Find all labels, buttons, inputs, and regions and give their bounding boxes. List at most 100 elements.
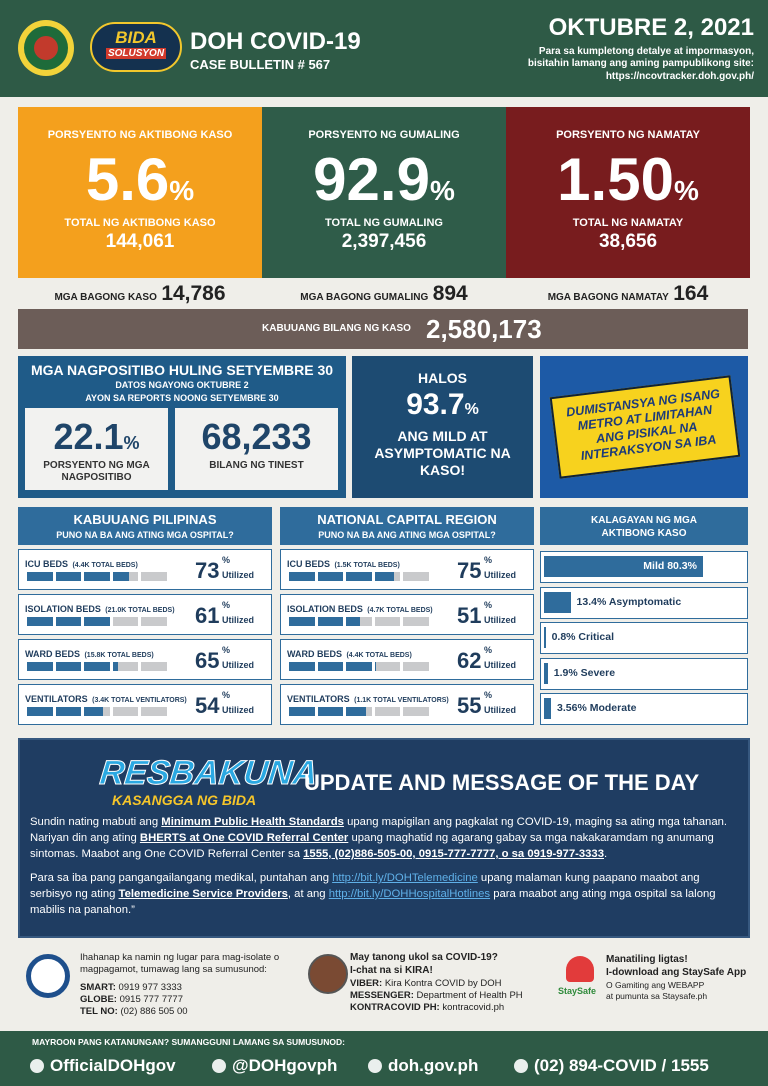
row-label: VENTILATORS	[25, 694, 88, 704]
distancing-banner: DUMISTANSYA NG ISANG METRO AT LIMITAHAN …	[540, 356, 748, 498]
mild-panel: HALOS 93.7% ANG MILD AT ASYMPTOMATIC NA KA…	[352, 356, 533, 498]
row-suffix: Utilized	[222, 615, 255, 625]
bar-fill	[289, 707, 315, 716]
banner-box: DUMISTANSYA NG ISANG METRO AT LIMITAHAN …	[549, 375, 741, 479]
hotline-line: GLOBE: 0915 777 7777	[80, 994, 183, 1005]
bar-track	[403, 707, 429, 716]
bar-track	[374, 707, 401, 716]
status-bar	[544, 698, 552, 719]
isolation-text: Ihahanap ka namin ng lugar para mag-isol…	[80, 952, 280, 975]
new-count-value: 14,786	[161, 282, 226, 305]
utilization-bar	[27, 617, 112, 626]
row-label: ISOLATION BEDS	[25, 604, 101, 614]
staysafe-line: at pumunta sa Staysafe.ph	[606, 991, 708, 1001]
message-logo: RESBAKUNA	[98, 754, 320, 793]
message-text: Telemedicine Service Providers	[118, 888, 288, 900]
kira-value: kontracovid.ph	[442, 1002, 505, 1013]
bar-fill	[112, 572, 130, 581]
status-label: 3.56% Moderate	[557, 702, 637, 714]
message-text: 1555, (02)886-505-00, 0915-777-7777, o s…	[303, 848, 604, 860]
hotline-value: (02) 886 505 00	[120, 1006, 188, 1017]
stat-total: 144,061	[105, 231, 175, 252]
message-link: http://bit.ly/DOHHospitalHotlines	[328, 888, 491, 900]
utilization-bar	[27, 707, 103, 716]
bar-fill	[55, 572, 82, 581]
new-count: MGA BAGONG GUMALING 894	[262, 282, 506, 306]
new-count-label: MGA BAGONG KASO	[54, 292, 157, 303]
bar-fill	[346, 707, 366, 716]
bar-track	[403, 662, 429, 671]
hospital-subtitle: PUNO NA BA ANG ATING MGA OSPITAL?	[56, 530, 234, 540]
mild-text: ANG MILD AT ASYMPTOMATIC NA KASO!	[374, 428, 511, 478]
message-logo-sub: KASANGGA NG BIDA	[112, 792, 257, 808]
row-label: VENTILATORS	[287, 694, 350, 704]
row-value: 62	[457, 648, 482, 673]
stat-card: PORSYENTO NG AKTIBONG KASO 5.6% TOTAL NG A…	[18, 107, 262, 278]
date: OKTUBRE 2, 2021	[548, 14, 754, 41]
stat-unit: %	[169, 175, 195, 206]
footer-icon	[30, 1059, 44, 1073]
status-row: 3.56% Moderate	[540, 693, 748, 725]
hospital-header: NATIONAL CAPITAL REGION PUNO NA BA ANG AT…	[280, 507, 534, 545]
footer-label: MAYROON PANG KATANUNGAN? SUMANGGUNI LAMA…	[32, 1037, 345, 1047]
hospital-header: KABUUANG PILIPINAS PUNO NA BA ANG ATING M…	[18, 507, 272, 545]
hospital-panel: KABUUANG PILIPINAS PUNO NA BA ANG ATING M…	[18, 507, 272, 728]
status-bar	[544, 591, 571, 613]
status-label: 13.4% Asymptomatic	[576, 595, 682, 608]
bar-fill	[84, 617, 110, 626]
row-label-line: ISOLATION BEDS (4.7K TOTAL BEDS)	[287, 599, 433, 617]
message-text: , at ang	[287, 888, 329, 900]
stat-value: 1.50	[557, 146, 674, 213]
kira-label: VIBER:	[350, 978, 383, 989]
hospital-row: VENTILATORS (3.4K TOTAL VENTILATORS) 54% U…	[18, 684, 272, 725]
hospital-row: ISOLATION BEDS (21.0K TOTAL BEDS) 61% Util…	[18, 594, 272, 635]
new-count: MGA BAGONG KASO 14,786	[18, 282, 262, 306]
row-unit: %	[222, 555, 231, 565]
bar-fill	[27, 662, 53, 671]
row-label: WARD BEDS	[287, 649, 343, 659]
message-paragraph: Para sa iba pang pangangailangang medika…	[30, 870, 738, 918]
hospital-row: WARD BEDS (4.4K TOTAL BEDS) 62% Utilized	[280, 639, 534, 680]
kira-label: KONTRACOVID PH:	[350, 1002, 440, 1013]
stat-total: 2,397,456	[341, 231, 427, 252]
footer-icon	[368, 1059, 382, 1073]
kira-line: KONTRACOVID PH: kontracovid.ph	[350, 1002, 504, 1013]
bar-fill	[27, 707, 53, 716]
bar-track	[141, 617, 167, 626]
message-text: Minimum Public Health Standards	[161, 816, 344, 828]
row-unit: %	[222, 600, 231, 610]
stat-label: PORSYENTO NG GUMALING	[308, 129, 460, 141]
positivity-title: MGA NAGPOSITIBO HULING SETYEMBRE 30	[30, 362, 334, 378]
stat-label: PORSYENTO NG NAMATAY	[556, 129, 700, 141]
row-unit: %	[484, 645, 493, 655]
utilization-bar	[289, 617, 361, 626]
stat-value-line: 5.6%	[18, 145, 262, 214]
status-label: 1.9% Severe	[553, 666, 616, 679]
row-label: WARD BEDS	[25, 649, 81, 659]
kira-avatar	[308, 954, 348, 994]
stat-card: PORSYENTO NG GUMALING 92.9% TOTAL NG GUMAL…	[262, 107, 506, 278]
bar-fill	[112, 662, 118, 671]
bar-fill	[289, 662, 315, 671]
message-text: .	[604, 848, 608, 860]
mild-value-line: 93.7%	[352, 388, 533, 422]
brand-bottom: SOLUSYON	[106, 48, 166, 59]
kira-line: MESSENGER: Department of Health PH	[350, 990, 523, 1001]
positivity-value: 68,233	[201, 416, 312, 457]
positivity-value-line: 22.1%	[25, 416, 168, 458]
row-value: 65	[195, 648, 220, 673]
row-value: 73	[195, 558, 220, 583]
stat-total-label: TOTAL NG NAMATAY	[572, 217, 684, 229]
utilization-bar	[27, 662, 118, 671]
row-label: ICU BEDS	[25, 559, 69, 569]
new-count-label: MGA BAGONG NAMATAY	[547, 292, 669, 303]
status-bar	[544, 556, 703, 577]
bar-track	[374, 662, 401, 671]
row-label-line: ISOLATION BEDS (21.0K TOTAL BEDS)	[25, 599, 175, 617]
row-suffix: Utilized	[484, 570, 517, 580]
row-suffix: Utilized	[484, 615, 517, 625]
status-title: KALAGAYAN NG MGA AKTIBONG KASO	[591, 515, 697, 539]
bar-fill	[317, 617, 344, 626]
bulletin-number: CASE BULLETIN # 567	[190, 57, 331, 72]
hotline-label: GLOBE:	[80, 994, 117, 1005]
